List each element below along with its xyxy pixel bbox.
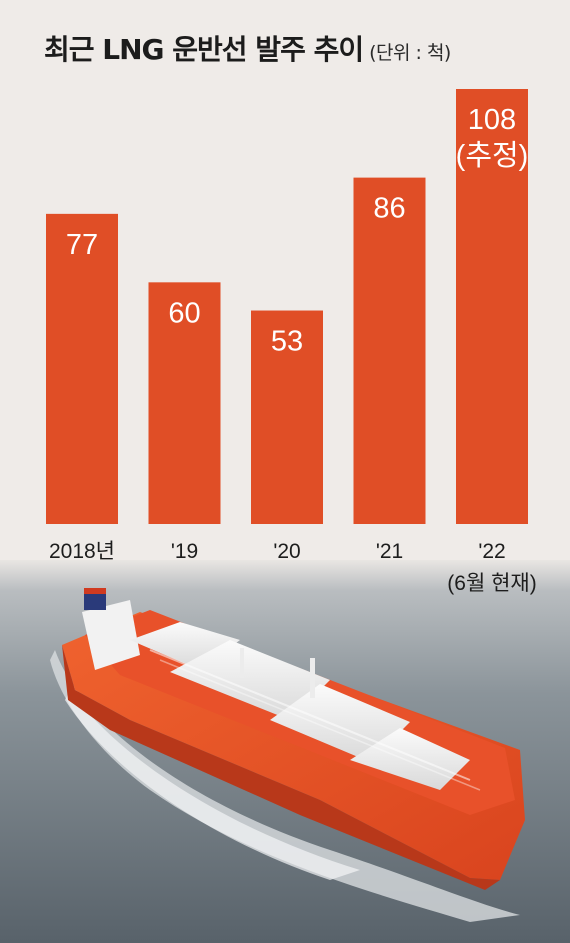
bar-4	[456, 89, 528, 524]
category-note-4: (6월 현재)	[447, 572, 536, 595]
bar-chart: 77 2018년 60 '19 53 '20 86 '21 108 (추정) '22 (6월 현재)	[46, 89, 537, 595]
value-label-0: 77	[66, 229, 98, 261]
bar-2	[251, 310, 323, 524]
bar-0	[46, 213, 118, 524]
chart-title: 최근 LNG 운반선 발주 추이	[44, 33, 364, 66]
category-label-1: '19	[171, 540, 198, 563]
category-label-0: 2018년	[49, 540, 115, 563]
value-label-3: 86	[373, 193, 405, 225]
value-note-4: (추정)	[456, 140, 529, 172]
value-label-2: 53	[271, 326, 303, 358]
category-label-2: '20	[273, 540, 300, 563]
value-label-1: 60	[168, 297, 200, 329]
value-label-4: 108	[468, 104, 516, 136]
chart-header: 최근 LNG 운반선 발주 추이 (단위 : 척)	[44, 28, 451, 68]
unit-label: (단위 : 척)	[369, 42, 451, 64]
category-label-4: '22	[478, 540, 505, 563]
bar-3	[353, 177, 426, 524]
bar-1	[148, 282, 221, 524]
category-label-3: '21	[376, 540, 403, 563]
